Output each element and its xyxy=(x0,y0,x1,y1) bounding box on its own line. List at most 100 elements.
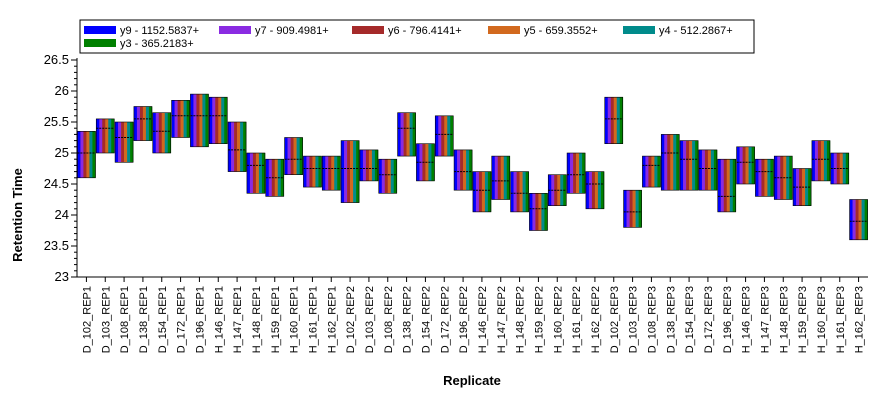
legend-swatch-6 xyxy=(84,39,116,47)
box-D_103_REP3 xyxy=(623,189,642,228)
box-stripe-2 xyxy=(852,199,856,240)
box-stripe-5 xyxy=(390,159,395,194)
box-stripe-3 xyxy=(610,97,615,144)
legend-label-6: y3 - 365.2183+ xyxy=(120,38,194,50)
box-stripe-4 xyxy=(745,146,749,184)
box-outline xyxy=(717,158,737,213)
box-stripe-4 xyxy=(180,100,184,138)
box-stripe-5 xyxy=(371,149,376,181)
box-stripe-6 xyxy=(337,156,341,191)
x-tick-label: H_146_REP1 xyxy=(213,286,225,353)
box-stripe-3 xyxy=(347,140,351,203)
box-outline xyxy=(566,152,586,194)
box-stripe-2 xyxy=(475,171,480,212)
box-H_147_REP1 xyxy=(227,121,247,172)
box-stripe-4 xyxy=(463,149,467,191)
box-stripe-5 xyxy=(334,156,338,191)
box-outline xyxy=(491,155,511,200)
box-stripe-4 xyxy=(368,149,373,181)
box-stripe-3 xyxy=(460,149,464,191)
legend-label-4: y5 - 659.3552+ xyxy=(524,25,598,37)
box-D_154_REP1 xyxy=(152,112,172,154)
x-axis-categories: D_102_REP1 D_103_REP1 D_108_REP1 D_138_REP1… xyxy=(81,277,866,353)
y-tick-label: 23 xyxy=(55,269,69,284)
box-stripe-3 xyxy=(723,159,728,212)
box-stripe-2 xyxy=(645,156,649,188)
box-stripe-5 xyxy=(861,199,865,240)
box-H_148_REP2 xyxy=(510,171,529,213)
box-stripe-4 xyxy=(86,131,90,178)
box-D_172_REP2 xyxy=(434,115,454,157)
box-H_147_REP2 xyxy=(491,155,511,200)
box-outline xyxy=(133,106,153,141)
box-stripe-5 xyxy=(597,171,602,209)
box-stripe-4 xyxy=(199,94,203,147)
box-stripe-6 xyxy=(356,140,360,203)
x-tick-label: H_147_REP1 xyxy=(232,286,244,353)
x-tick-label: H_160_REP1 xyxy=(289,286,301,353)
box-stripe-5 xyxy=(202,94,206,147)
box-stripe-1 xyxy=(623,190,627,228)
box-stripe-4 xyxy=(444,115,448,157)
box-H_162_REP1 xyxy=(321,155,341,191)
x-tick-label: H_161_REP2 xyxy=(571,286,583,353)
x-tick-label: D_196_REP2 xyxy=(458,286,470,353)
axes xyxy=(76,58,868,278)
box-stripe-5 xyxy=(484,171,489,212)
box-stripe-6 xyxy=(695,140,699,191)
box-H_162_REP2 xyxy=(585,171,605,210)
box-stripe-4 xyxy=(538,193,542,231)
box-stripe-5 xyxy=(729,159,734,212)
box-H_159_REP3 xyxy=(792,168,812,207)
x-tick-label: D_108_REP3 xyxy=(646,286,658,353)
box-stripe-3 xyxy=(761,159,765,197)
box-stripe-4 xyxy=(764,159,768,197)
box-H_160_REP3 xyxy=(811,140,831,182)
box-outline xyxy=(340,140,360,203)
box-stripe-5 xyxy=(108,118,112,153)
box-stripe-1 xyxy=(322,156,326,191)
box-stripe-3 xyxy=(309,156,313,188)
box-stripe-4 xyxy=(858,199,862,240)
box-stripe-6 xyxy=(864,199,868,240)
legend-label-2: y7 - 909.4981+ xyxy=(255,25,329,37)
box-stripe-4 xyxy=(820,140,825,181)
box-stripe-6 xyxy=(600,171,605,209)
box-outline xyxy=(152,112,172,154)
x-tick-label: D_172_REP3 xyxy=(703,286,715,353)
box-stripe-5 xyxy=(541,193,545,231)
box-outline xyxy=(736,146,755,185)
box-D_102_REP2 xyxy=(340,140,360,203)
box-stripe-4 xyxy=(142,106,147,141)
box-stripe-1 xyxy=(567,153,571,194)
box-stripe-5 xyxy=(296,137,300,175)
x-tick-label: D_154_REP2 xyxy=(420,286,432,353)
box-stripe-4 xyxy=(331,156,335,191)
x-tick-label: H_162_REP2 xyxy=(590,286,602,353)
box-H_146_REP1 xyxy=(208,96,228,144)
legend: y9 - 1152.5837+ y7 - 909.4981+ y6 - 796.41… xyxy=(79,19,755,54)
box-stripe-4 xyxy=(218,97,222,144)
box-H_146_REP2 xyxy=(472,171,492,213)
box-outline xyxy=(246,152,266,194)
box-outline xyxy=(397,112,416,157)
box-stripe-2 xyxy=(306,156,310,188)
box-stripe-4 xyxy=(594,171,599,209)
x-tick-label: D_102_REP1 xyxy=(81,286,93,353)
x-tick-label: H_160_REP3 xyxy=(816,286,828,353)
x-tick-label: H_161_REP3 xyxy=(835,286,847,353)
box-stripe-1 xyxy=(378,159,383,194)
x-tick-label: D_138_REP2 xyxy=(402,286,414,353)
box-stripe-6 xyxy=(450,115,454,157)
y-axis-title: Retention Time xyxy=(10,168,25,262)
box-stripe-6 xyxy=(582,153,586,194)
box-outline xyxy=(660,134,680,191)
box-stripe-3 xyxy=(497,156,502,200)
box-stripe-3 xyxy=(573,153,577,194)
box-stripe-6 xyxy=(676,134,680,191)
box-D_103_REP2 xyxy=(359,149,379,182)
box-D_102_REP1 xyxy=(77,131,96,179)
box-stripe-1 xyxy=(228,122,232,172)
box-stripe-1 xyxy=(717,159,722,212)
x-tick-label: D_196_REP3 xyxy=(722,286,734,353)
